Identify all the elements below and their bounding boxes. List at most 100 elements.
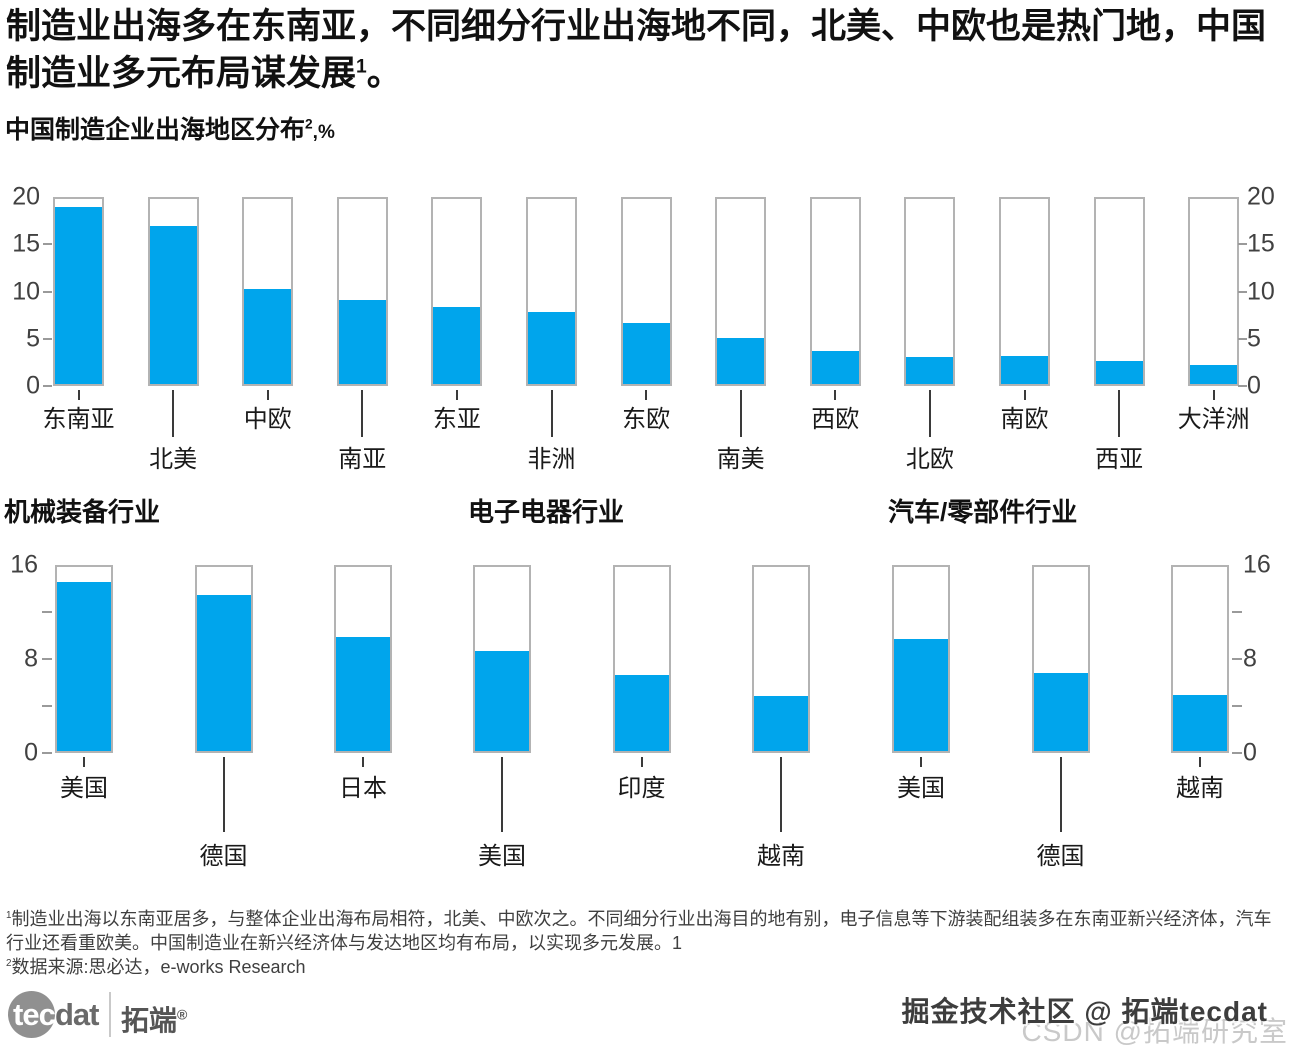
bar — [622, 323, 670, 384]
category-tick — [1118, 390, 1121, 437]
bar-frame — [892, 565, 950, 753]
category-label: 南欧 — [1000, 407, 1049, 433]
section-title-machinery: 机械装备行业 — [4, 497, 161, 527]
category-label: 东欧 — [622, 407, 671, 433]
category-label: 印度 — [617, 776, 666, 802]
section-title-electronics: 电子电器行业 — [468, 497, 625, 527]
bar-frame — [809, 197, 861, 386]
axis-minor-tick — [42, 611, 52, 613]
logo-circle-icon — [8, 991, 55, 1038]
logo-divider — [109, 992, 111, 1037]
footnote-2-marker: 2 — [6, 958, 12, 969]
axis-tick — [42, 658, 52, 660]
footnote-1: 1制造业出海以东南亚居多，与整体企业出海布局相符，北美、中欧次之。不同细分行业出… — [6, 908, 1286, 956]
axis-tick — [43, 385, 52, 387]
category-tick — [780, 757, 782, 832]
axis-minor-tick — [1232, 705, 1242, 707]
category-label: 非洲 — [527, 447, 576, 473]
axis-tick-label: 16 — [10, 550, 38, 579]
registered-mark-icon: ® — [177, 1006, 188, 1023]
bar-frame — [194, 565, 253, 753]
bar — [614, 675, 669, 751]
chart-subtitle-text: 中国制造企业出海地区分布 — [5, 116, 306, 144]
bar-frame — [53, 197, 104, 386]
axis-tick-label: 10 — [12, 277, 40, 305]
category-tick — [739, 390, 742, 437]
bar-frame — [242, 197, 294, 386]
category-label: 东南亚 — [42, 407, 115, 433]
category-tick — [266, 390, 269, 400]
category-tick — [172, 390, 175, 437]
footnote-1-marker: 1 — [6, 910, 12, 921]
category-tick — [928, 390, 931, 437]
category-tick — [550, 390, 553, 437]
category-label: 北美 — [149, 447, 198, 473]
bar — [475, 651, 529, 751]
bar — [906, 357, 954, 384]
bar-frame — [526, 197, 577, 386]
bar-frame — [752, 565, 810, 753]
bar-frame — [620, 197, 672, 386]
category-tick — [455, 390, 458, 400]
category-label: 越南 — [1176, 776, 1224, 802]
bar — [244, 289, 292, 384]
axis-tick — [43, 243, 52, 246]
bar-frame — [715, 197, 767, 386]
category-tick — [1199, 757, 1201, 767]
axis-tick-label: 0 — [26, 371, 40, 400]
chart-subtitle: 中国制造企业出海地区分布2,% — [5, 110, 335, 146]
bar-frame — [1093, 197, 1145, 386]
bar — [1095, 361, 1143, 384]
category-tick — [501, 757, 503, 832]
chart-subtitle-footnote-marker: 2 — [305, 116, 313, 132]
bar — [1033, 673, 1088, 751]
category-label: 南亚 — [338, 447, 387, 473]
category-tick — [834, 390, 837, 400]
axis-tick-label: 0 — [1243, 738, 1257, 767]
footnote-2-text: 数据来源:思必达，e-works Research — [11, 957, 306, 977]
bar — [196, 595, 251, 751]
category-tick — [83, 757, 85, 767]
category-tick — [1059, 757, 1062, 832]
watermark-community: 掘金技术社区 @ 拓端tecdat — [901, 996, 1268, 1027]
category-label: 北欧 — [905, 447, 954, 473]
bar-frame — [334, 565, 392, 753]
category-label: 美国 — [897, 776, 945, 802]
category-label: 美国 — [478, 844, 526, 870]
category-label: 德国 — [1036, 844, 1085, 870]
axis-tick — [1232, 658, 1242, 660]
bar — [894, 639, 948, 751]
axis-tick-label: 5 — [1247, 324, 1261, 353]
bar — [754, 696, 808, 751]
axis-tick — [1232, 752, 1242, 754]
bar-frame — [55, 565, 113, 753]
axis-tick-label: 8 — [24, 644, 38, 673]
logo-zh-text: 拓端 — [121, 1005, 178, 1036]
bar-frame — [904, 197, 956, 386]
axis-minor-tick — [1232, 611, 1242, 613]
axis-tick-label: 10 — [1247, 277, 1275, 305]
category-tick — [920, 757, 922, 767]
bar-frame — [1031, 565, 1090, 753]
axis-tick — [1238, 290, 1247, 293]
bar — [55, 207, 102, 384]
category-tick — [361, 390, 364, 437]
axis-tick-label: 15 — [12, 229, 40, 258]
category-label: 日本 — [339, 776, 387, 802]
headline: 制造业出海多在东南亚，不同细分行业出海地不同，北美、中欧也是热门地，中国制造业多… — [6, 4, 1290, 97]
category-tick — [640, 757, 643, 767]
logo-tec-text: tec — [13, 997, 56, 1032]
bar-frame — [1188, 197, 1240, 386]
category-label: 中欧 — [243, 407, 292, 433]
category-label: 东亚 — [432, 407, 481, 433]
axis-tick — [1238, 337, 1247, 340]
bar — [1173, 695, 1227, 751]
bar — [338, 300, 386, 384]
bar-frame — [999, 197, 1050, 386]
bar-frame — [336, 197, 388, 386]
headline-footnote-marker: 1 — [356, 55, 367, 77]
axis-tick-label: 0 — [24, 738, 38, 767]
axis-tick-label: 8 — [1243, 644, 1257, 673]
tecdat-logo: tec dat 拓端® — [8, 988, 228, 1042]
